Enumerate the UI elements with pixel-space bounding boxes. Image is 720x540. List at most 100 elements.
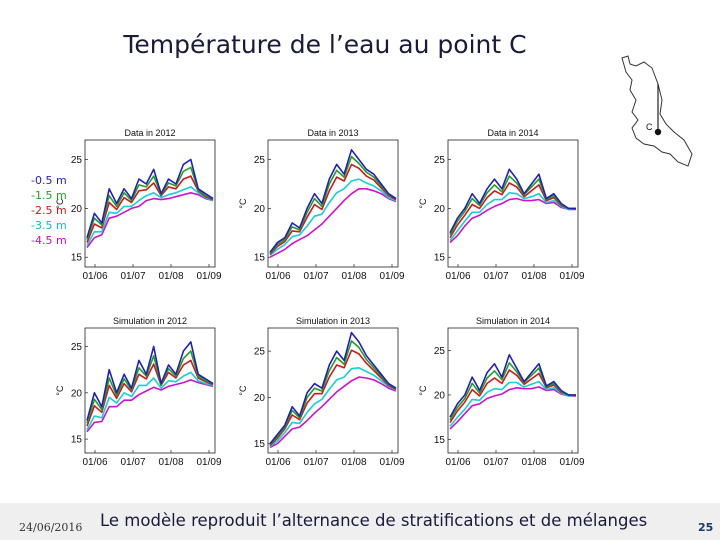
y-axis-label: °C [238,198,248,209]
series-line-25 [449,369,576,424]
x-tick-label: 01/08 [158,457,183,468]
y-tick-label: 20 [434,390,446,401]
y-axis-label: °C [418,385,428,396]
series-line-35 [86,186,214,246]
y-tick-label: 20 [254,393,266,404]
x-tick-label: 01/08 [158,271,183,282]
slide-caption: Le modèle reproduit l’alternance de stra… [100,511,648,530]
series-line-45 [449,197,576,244]
x-tick-label: 01/08 [521,457,546,468]
y-tick-label: 25 [434,155,446,166]
series-line-15 [86,350,214,424]
chart-panel-1: Data in 2012 °C 15 20 25 01/06 01/07 01/08 01/09 [55,128,222,282]
x-tick-label: 01/07 [120,457,145,468]
chart-title: Simulation in 2013 [296,316,370,326]
y-tick-label: 20 [71,204,83,215]
x-tick-label: 01/06 [445,457,470,468]
chart-panel-5: Simulation in 2013 °C 15 20 25 01/06 01/07 01/0… [238,316,405,468]
series-line-15 [86,166,214,240]
chart-panel-2: Data in 2013 °C 15 20 25 01/06 01/07 01/08 01/09 [238,128,405,282]
series-line-35 [86,371,214,431]
series-line-25 [449,182,576,239]
series-line-35 [269,366,397,448]
series-line-45 [269,188,397,258]
series-line-45 [269,376,397,449]
depth-legend: -0.5 m -1.5 m -2.5 m -3.5 m -4.5 m [31,173,67,248]
y-tick-label: 25 [71,155,83,166]
x-tick-label: 01/07 [120,271,145,282]
chart-title: Simulation in 2014 [476,316,550,326]
y-axis-label: °C [55,385,65,396]
series-line-15 [269,340,397,446]
x-tick-label: 01/07 [303,271,328,282]
slide-date: 24/06/2016 [19,521,83,534]
legend-item-2-5m: -2.5 m [31,204,67,217]
series-line-25 [269,349,397,447]
legend-item-0-5m: -0.5 m [31,174,67,187]
y-tick-label: 15 [434,253,446,264]
series-line-15 [269,155,397,254]
legend-item-3-5m: -3.5 m [31,219,67,232]
x-tick-label: 01/07 [483,271,508,282]
y-tick-label: 15 [254,439,266,450]
chart-title: Data in 2014 [487,128,538,138]
x-tick-label: 01/06 [265,271,290,282]
series-line-35 [269,178,397,256]
legend-item-4-5m: -4.5 m [31,234,67,247]
lake-map-icon: C [621,55,693,167]
chart-title: Data in 2012 [124,128,175,138]
x-tick-label: 01/06 [445,271,470,282]
chart-title: Simulation in 2012 [113,316,187,326]
y-axis-label: °C [418,198,428,209]
x-tick-label: 01/08 [341,457,366,468]
y-tick-label: 15 [254,253,266,264]
slide-title: Température de l’eau au point C [123,30,527,59]
y-tick-label: 20 [254,204,266,215]
legend-item-1-5m: -1.5 m [31,189,67,202]
series-line-05 [449,168,576,234]
x-tick-label: 01/08 [341,271,366,282]
y-tick-label: 20 [71,388,83,399]
series-line-25 [86,359,214,427]
series-line-05 [449,353,576,418]
series-line-05 [86,158,214,238]
x-tick-label: 01/09 [379,457,404,468]
y-axis-label: °C [238,385,248,396]
y-tick-label: 20 [434,204,446,215]
x-tick-label: 01/08 [521,271,546,282]
plot-frame [84,139,216,268]
series-line-05 [269,331,397,445]
y-tick-label: 25 [254,155,266,166]
series-line-45 [449,386,576,430]
chart-title: Data in 2013 [307,128,358,138]
x-tick-label: 01/07 [303,457,328,468]
y-tick-label: 25 [71,342,83,353]
series-line-05 [86,341,214,421]
chart-panel-6: Simulation in 2014 °C 15 20 25 01/06 01/07 01/0… [418,316,585,468]
y-tick-label: 25 [434,346,446,357]
map-point-label: C [646,122,653,132]
point-c-marker [654,128,662,136]
series-line-45 [86,379,214,433]
series-line-45 [86,192,214,248]
series-line-35 [449,380,577,427]
series-line-05 [269,149,397,253]
y-tick-label: 25 [254,347,266,358]
y-axis-label: °C [55,198,65,209]
x-tick-label: 01/06 [82,457,107,468]
y-tick-label: 15 [71,435,83,446]
footer-bar [0,503,720,540]
series-line-25 [269,163,397,255]
x-tick-label: 01/07 [483,457,508,468]
series-line-25 [86,175,214,243]
series-line-15 [449,361,576,421]
y-tick-label: 15 [434,435,446,446]
x-tick-label: 01/09 [379,271,404,282]
x-tick-label: 01/09 [196,457,221,468]
x-tick-label: 01/06 [82,271,107,282]
chart-panel-4: Simulation in 2012 °C 15 20 25 01/06 01/07 01/0… [55,316,222,468]
x-tick-label: 01/09 [559,271,584,282]
x-tick-label: 01/09 [196,271,221,282]
y-tick-label: 15 [71,253,83,264]
page-number: 25 [698,521,714,534]
